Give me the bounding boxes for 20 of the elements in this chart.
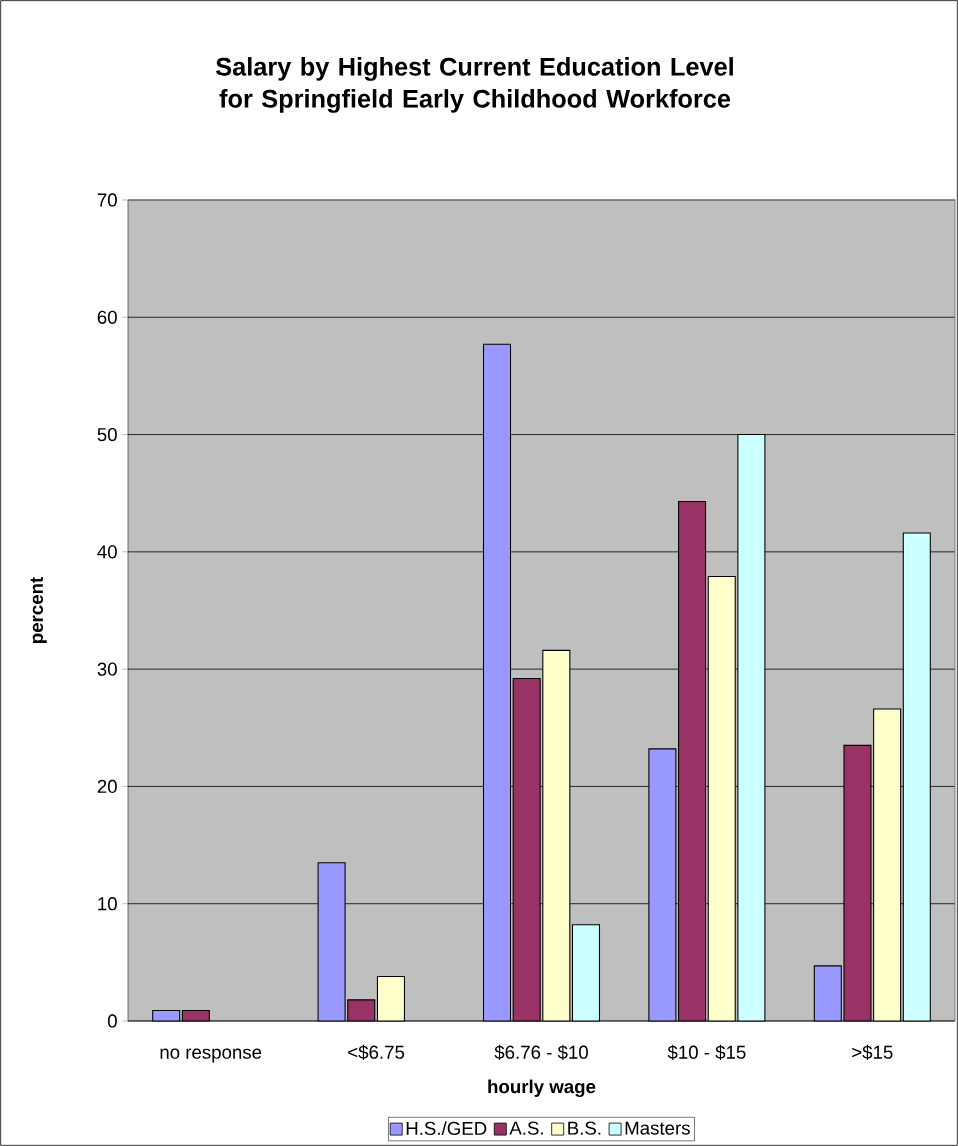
y-tick-label: 60 <box>97 310 117 324</box>
x-tick-label: >$15 <box>852 1044 893 1060</box>
y-tick-label: 50 <box>97 427 117 442</box>
y-tick-label: 40 <box>97 545 117 559</box>
y-tick-label: 30 <box>97 662 117 676</box>
legend-label: B.S. <box>568 1121 601 1135</box>
y-tick-label: 20 <box>97 779 117 794</box>
x-axis-title: hourly wage <box>488 1079 596 1098</box>
x-tick-label: <$6.75 <box>348 1044 405 1060</box>
y-tick-label: 70 <box>97 193 117 207</box>
x-tick-label: $6.76 - $10 <box>494 1044 588 1060</box>
y-tick-label: 0 <box>107 1014 117 1028</box>
legend-label: H.S./GED <box>406 1121 487 1136</box>
chart-title: Salary by Highest Current Education Level for Springfield Early Childhood Workforce <box>216 57 733 113</box>
x-tick-label: $10 - $15 <box>667 1044 746 1060</box>
legend-label: Masters <box>625 1121 690 1135</box>
y-axis-title: percent <box>30 577 47 643</box>
x-tick-label: no response <box>160 1048 262 1063</box>
y-tick-label: 10 <box>98 897 117 911</box>
legend-label: A.S. <box>509 1121 543 1135</box>
